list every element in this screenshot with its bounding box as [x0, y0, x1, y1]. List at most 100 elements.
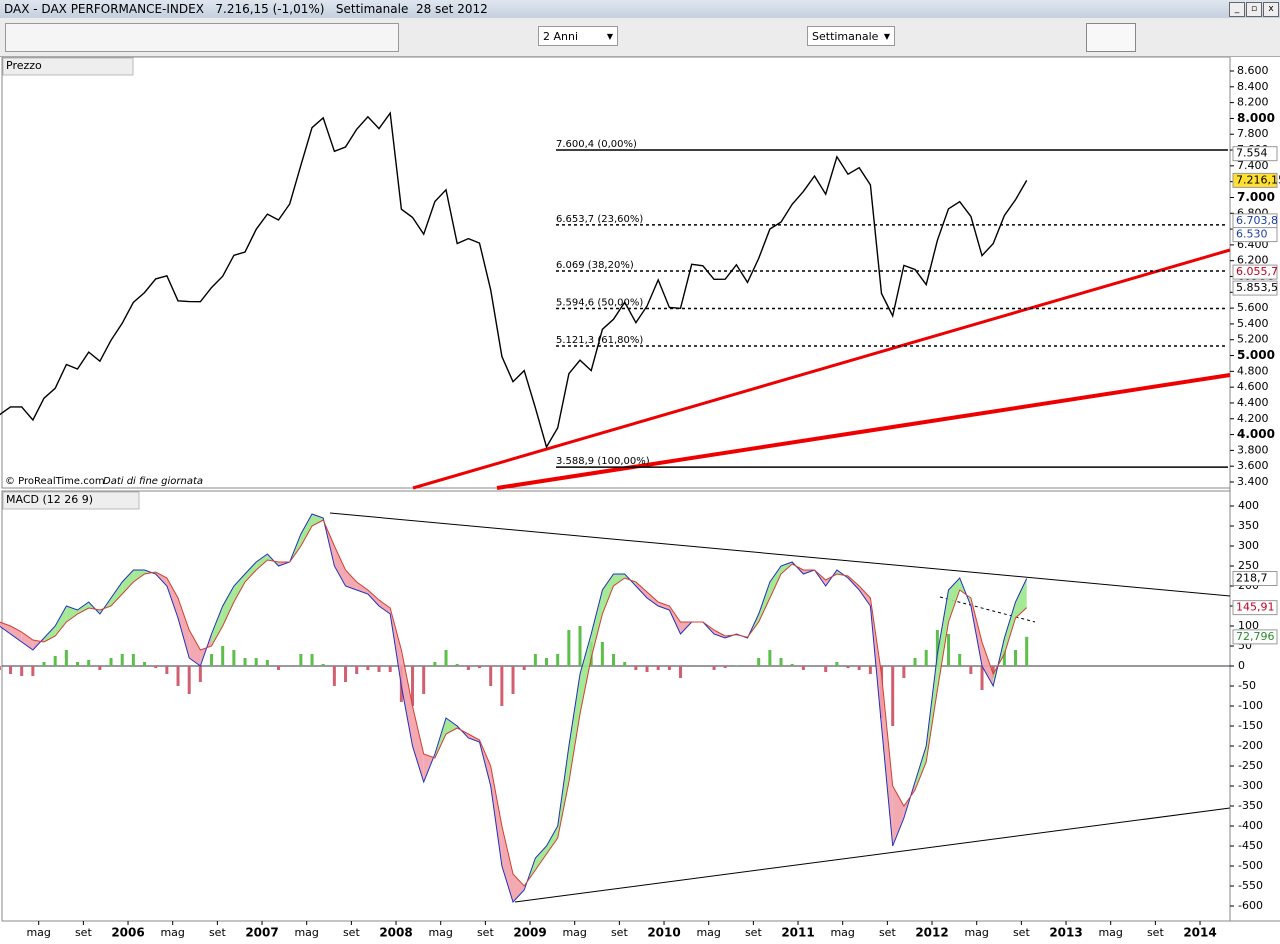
price-panel	[1, 56, 1231, 489]
data-note: Dati di fine giornata	[103, 476, 203, 487]
macd-fill	[580, 634, 592, 714]
x-tick-label: 2007	[245, 926, 278, 940]
y-tick-label: -150	[1238, 719, 1263, 732]
y-tick-label: 7.800	[1237, 127, 1269, 140]
histogram-bar	[667, 666, 671, 670]
histogram-bar	[176, 666, 180, 686]
macd-fill	[937, 590, 949, 690]
x-tick-label: mag	[294, 926, 318, 939]
macd-fill	[122, 570, 134, 594]
y-tick-label: 0	[1238, 659, 1245, 672]
fib-label: 6.653,7 (23,60%)	[556, 214, 643, 225]
x-tick-label: mag	[26, 926, 50, 939]
price-badge	[1232, 629, 1278, 645]
histogram-bar	[98, 666, 102, 670]
price-badge	[1232, 571, 1278, 587]
trendline	[496, 373, 1231, 490]
histogram-bar	[221, 646, 225, 666]
histogram-bar	[344, 666, 348, 682]
histogram-bar	[411, 666, 415, 706]
histogram-bar	[645, 666, 649, 672]
histogram-bar	[254, 658, 258, 666]
histogram-bar	[444, 650, 448, 666]
x-tick-label: set	[1147, 926, 1164, 939]
y-tick-label: -250	[1238, 759, 1263, 772]
histogram-bar	[9, 666, 13, 674]
close[interactable]: x	[1263, 2, 1279, 17]
histogram-bar	[500, 666, 504, 706]
y-tick-label: 250	[1238, 559, 1259, 572]
period-select[interactable]: 2 Anni	[538, 26, 618, 47]
histogram-bar	[634, 666, 638, 670]
price-badge-label: 6.530	[1236, 228, 1268, 241]
y-tick-label: -50	[1238, 679, 1256, 692]
macd-fill	[367, 590, 380, 606]
drawing-tools[interactable]	[5, 23, 399, 52]
macd-fill	[758, 582, 770, 622]
histogram-bar	[857, 666, 861, 670]
histogram-bar	[277, 666, 281, 670]
price-badge-label: 145,91	[1236, 601, 1275, 614]
timeframe-select[interactable]: Settimanale	[807, 26, 895, 47]
histogram-bar	[980, 666, 984, 690]
y-tick-label: 4.600	[1237, 380, 1269, 393]
macd-fill	[256, 554, 268, 570]
macd-fill	[635, 582, 648, 598]
histogram-bar	[478, 666, 482, 668]
price-badge-label: 6.703,8	[1236, 214, 1278, 227]
macd-fill	[613, 574, 625, 586]
histogram-bar	[757, 658, 761, 666]
histogram-bar	[801, 666, 805, 670]
histogram-bar	[600, 642, 604, 666]
histogram-bar	[366, 666, 370, 670]
x-tick-label: 2014	[1183, 926, 1216, 940]
price-label: Prezzo	[6, 59, 42, 72]
x-tick-label: mag	[830, 926, 854, 939]
y-tick-label: 5.000	[1237, 348, 1275, 362]
price-badge-label: 72,796	[1236, 630, 1275, 643]
histogram-bar	[232, 650, 236, 666]
macd-fill	[245, 562, 257, 582]
macd-fill	[568, 674, 581, 782]
price-badge	[1232, 146, 1278, 162]
histogram-bar	[187, 666, 191, 694]
histogram-bar	[545, 658, 549, 666]
histogram-bar	[779, 658, 783, 666]
histogram-bar	[623, 662, 627, 666]
signal-line	[0, 519, 1028, 887]
price-line	[0, 111, 1028, 449]
histogram-bar	[321, 664, 325, 666]
macd-fill	[591, 590, 603, 658]
histogram-bar	[712, 666, 716, 670]
indicator-button[interactable]	[1086, 23, 1136, 52]
macd-trendline	[514, 807, 1231, 903]
histogram-bar	[42, 662, 46, 666]
price-badge	[1232, 280, 1278, 296]
macd-fill	[647, 592, 659, 606]
fib-label: 6.069 (38,20%)	[556, 260, 634, 271]
x-tick-label: 2010	[647, 926, 680, 940]
fib-label: 3.588,9 (100,00%)	[556, 456, 650, 467]
histogram-bar	[891, 666, 895, 726]
macd-fill	[658, 602, 670, 610]
histogram-bar	[120, 654, 124, 666]
macd-fill	[21, 632, 33, 650]
restore[interactable]: ▫	[1246, 2, 1262, 17]
macd-fill	[178, 598, 190, 658]
macd-fill	[10, 626, 22, 642]
histogram-bar	[556, 654, 560, 666]
macd-fill	[44, 626, 56, 642]
histogram-bar	[924, 650, 928, 666]
macd-fill	[66, 606, 78, 622]
histogram-bar	[53, 656, 57, 666]
y-tick-label: 3.600	[1237, 459, 1269, 472]
macd-fill	[1015, 578, 1027, 618]
x-tick-label: mag	[696, 926, 720, 939]
x-tick-label: 2011	[781, 926, 814, 940]
price-badge-label: 5.853,5	[1236, 281, 1278, 294]
y-tick-label: -450	[1238, 839, 1263, 852]
histogram-bar	[76, 662, 80, 666]
minimize[interactable]: _	[1229, 2, 1245, 17]
macd-fill	[111, 582, 123, 606]
